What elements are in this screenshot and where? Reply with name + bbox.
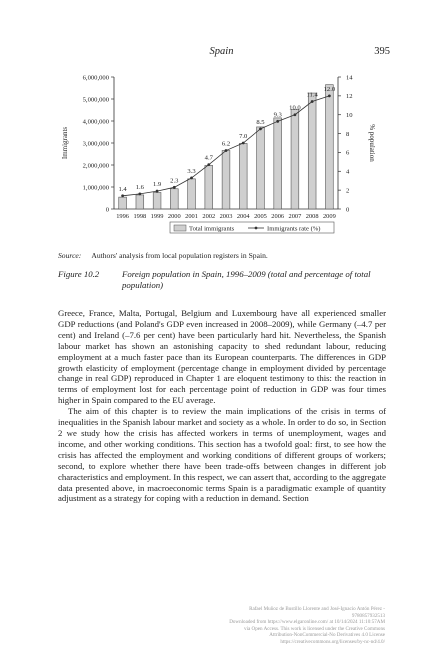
x-tick-label: 1998 (133, 213, 146, 220)
y-tick-label: 0 (106, 206, 110, 213)
bar-total-immigrants (152, 192, 162, 210)
x-tick-label: 2009 (323, 213, 336, 220)
rate-data-label: 2.3 (170, 177, 179, 184)
y2-tick-label: 2 (346, 187, 349, 194)
rate-point (207, 163, 211, 167)
immigration-chart: 0 1,000,000 2,000,000 3,000,000 4,000,000 5,0… (61, 74, 376, 234)
page-number: 395 (374, 46, 390, 57)
rate-point (155, 189, 159, 193)
y2-tick-label: 8 (346, 131, 350, 138)
rate-data-label: 3.3 (187, 168, 196, 175)
y-tick-label: 1,000,000 (83, 184, 110, 191)
rate-point (259, 127, 262, 131)
y2-tick-label: 14 (346, 74, 353, 81)
download-footer: Rafael Muñoz de Bustillo Llorente and Jo… (165, 606, 385, 646)
legend-swatch-bar (173, 224, 187, 232)
rate-data-label: 9.3 (274, 111, 283, 118)
footer-line: https://creativecommons.org/licenses/by-… (280, 638, 385, 645)
figure-label: Figure 10.2 (58, 269, 100, 279)
x-tick-label: 2005 (254, 213, 267, 220)
source-label: Source: (58, 251, 82, 260)
y-tick-label: 6,000,000 (83, 74, 110, 81)
rate-data-label: 7.0 (239, 133, 248, 140)
source-note: Source: Authors' analysis from local popu… (58, 251, 268, 260)
rate-point (310, 100, 314, 103)
y-tick-label: 4,000,000 (83, 118, 110, 125)
bar-total-immigrants (307, 92, 317, 210)
rate-point (190, 176, 193, 180)
y-tick-label: 5,000,000 (83, 96, 110, 103)
legend-box (169, 221, 335, 234)
y2-tick-label: 4 (346, 169, 350, 176)
paragraph-2: The aim of this chapter is to review the… (58, 406, 386, 504)
rate-point (224, 149, 228, 152)
x-tick-label: 1996 (116, 213, 129, 220)
footer-line: Attribution-NonCommercial-No Derivatives… (269, 632, 385, 639)
rate-data-label: 12.0 (324, 86, 336, 93)
bar-total-immigrants (135, 194, 145, 210)
bar-total-immigrants (170, 188, 179, 210)
bar-total-immigrants (187, 178, 196, 210)
y2-tick-label: 0 (346, 206, 350, 213)
y2-tick-label: 6 (346, 150, 350, 157)
rate-point (293, 113, 297, 117)
y-tick-label: 3,000,000 (83, 140, 110, 147)
rate-point (276, 119, 280, 123)
rate-point (172, 185, 176, 189)
running-title: Spain (209, 46, 234, 57)
legend-label-rate: Immigrants rate (%) (267, 225, 320, 232)
rate-data-label: 11.4 (307, 92, 319, 99)
x-tick-label: 1999 (151, 213, 164, 220)
rate-point (138, 192, 142, 196)
legend-label-total: Total immigrants (189, 225, 235, 232)
rate-data-label: 10.0 (289, 105, 301, 112)
bar-total-immigrants (204, 165, 213, 210)
figure-caption: Foreign population in Spain, 1996–2009 (… (122, 269, 371, 290)
rate-data-label: 1.4 (118, 186, 127, 193)
x-tick-label: 2001 (185, 213, 198, 220)
bar-total-immigrants (256, 126, 265, 210)
y2-axis-title: % population (368, 124, 376, 162)
x-tick-label: 2007 (289, 213, 303, 220)
y2-tick-label: 10 (346, 112, 353, 119)
rate-point (241, 141, 245, 145)
bar-total-immigrants (290, 109, 300, 210)
x-tick-label: 2003 (220, 213, 233, 220)
bar-total-immigrants (325, 84, 334, 210)
x-tick-label: 2006 (271, 213, 284, 220)
y-tick-label: 2,000,000 (83, 162, 110, 169)
footer-line: Downloaded from https://www.elgaronline.… (229, 619, 385, 626)
rate-data-label: 1.9 (153, 181, 162, 188)
rate-data-label: 4.7 (205, 155, 214, 162)
legend-swatch-point (254, 226, 258, 230)
x-tick-label: 2002 (202, 213, 215, 220)
paragraph-1: Greece, France, Malta, Portugal, Belgium… (58, 308, 386, 406)
rate-point (121, 194, 125, 198)
footer-line: Rafael Muñoz de Bustillo Llorente and Jo… (249, 606, 385, 612)
bar-total-immigrants (273, 117, 282, 210)
rate-point (327, 94, 331, 98)
footer-line: 9780857932513 (351, 612, 385, 619)
x-tick-label: 2008 (306, 213, 319, 220)
y2-tick-label: 12 (346, 93, 353, 100)
footer-line: via Open Access. This work is licensed u… (244, 625, 385, 632)
rate-data-label: 6.2 (222, 141, 230, 148)
x-tick-label: 2004 (237, 213, 251, 220)
rate-data-label: 1.6 (136, 184, 145, 191)
x-tick-label: 2000 (168, 213, 181, 220)
body-text: Greece, France, Malta, Portugal, Belgium… (58, 308, 386, 504)
bar-total-immigrants (239, 143, 248, 210)
y-axis-title: Immigrants (61, 127, 69, 160)
source-text: Authors' analysis from local population … (91, 251, 268, 260)
bar-total-immigrants (221, 150, 231, 210)
bar-total-immigrants (118, 196, 127, 210)
rate-data-label: 8.5 (256, 119, 265, 126)
